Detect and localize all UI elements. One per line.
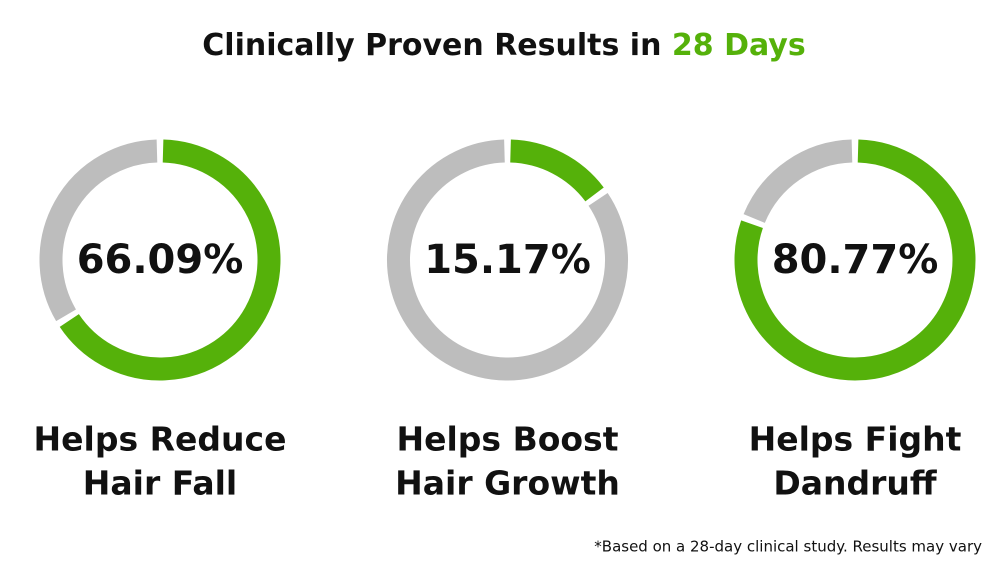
donut-value-arc bbox=[509, 139, 604, 202]
category-label: Hair Growth bbox=[395, 464, 620, 503]
title: Clinically Proven Results in 28 Days bbox=[202, 28, 805, 63]
footnote: *Based on a 28-day clinical study. Resul… bbox=[594, 538, 982, 556]
category-label: Helps Boost bbox=[397, 420, 619, 459]
title-highlight: 28 Days bbox=[672, 28, 806, 63]
category-label: Helps Reduce bbox=[34, 420, 287, 459]
category-label: Dandruff bbox=[773, 464, 938, 503]
title-text: Clinically Proven Results in bbox=[202, 28, 661, 63]
donut-value-arc bbox=[59, 139, 281, 381]
value-label: 80.77% bbox=[772, 237, 939, 283]
donut-value-arc bbox=[734, 139, 976, 381]
donut-track bbox=[743, 139, 853, 224]
value-label: 15.17% bbox=[424, 237, 591, 283]
donut-track bbox=[39, 139, 158, 322]
value-label: 66.09% bbox=[77, 237, 244, 283]
category-label: Hair Fall bbox=[83, 464, 237, 503]
donut-track bbox=[387, 139, 628, 381]
category-label: Helps Fight bbox=[749, 420, 962, 459]
